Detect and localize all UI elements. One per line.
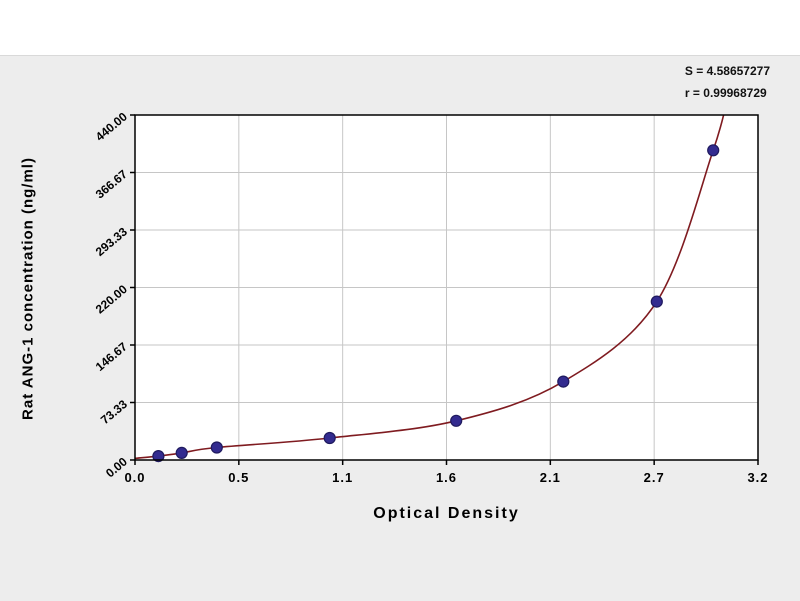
x-tick-label: 1.6 bbox=[436, 470, 457, 485]
y-tick-label: 440.00 bbox=[93, 109, 130, 144]
y-tick-label: 366.67 bbox=[93, 167, 130, 202]
data-point bbox=[175, 446, 188, 459]
x-tick-label: 0.0 bbox=[124, 470, 145, 485]
y-tick-label: 146.67 bbox=[93, 339, 130, 374]
y-tick-label: 220.00 bbox=[93, 282, 130, 317]
data-point bbox=[323, 431, 336, 445]
data-point bbox=[210, 441, 223, 454]
data-point bbox=[557, 375, 570, 388]
y-tick-label: 73.33 bbox=[98, 397, 130, 427]
data-point bbox=[152, 450, 165, 463]
x-axis-title: Optical Density bbox=[373, 505, 520, 522]
stat-r-value: r = 0.99968729 bbox=[684, 86, 767, 100]
y-tick-label: 293.33 bbox=[93, 224, 130, 259]
x-tick-label: 1.1 bbox=[332, 470, 353, 485]
data-point bbox=[450, 414, 463, 427]
x-tick-label: 2.1 bbox=[540, 470, 561, 485]
fit-statistics: S = 4.58657277 r = 0.99968729 bbox=[685, 60, 770, 104]
x-tick-label: 0.5 bbox=[228, 470, 249, 485]
data-point bbox=[707, 144, 720, 157]
data-point bbox=[650, 295, 663, 308]
stat-s-value: S = 4.58657277 bbox=[684, 64, 770, 78]
y-axis-title: Rat ANG-1 concentration (ng/ml) bbox=[19, 157, 37, 420]
x-tick-label: 2.7 bbox=[644, 470, 665, 485]
x-tick-label: 3.2 bbox=[747, 470, 768, 485]
